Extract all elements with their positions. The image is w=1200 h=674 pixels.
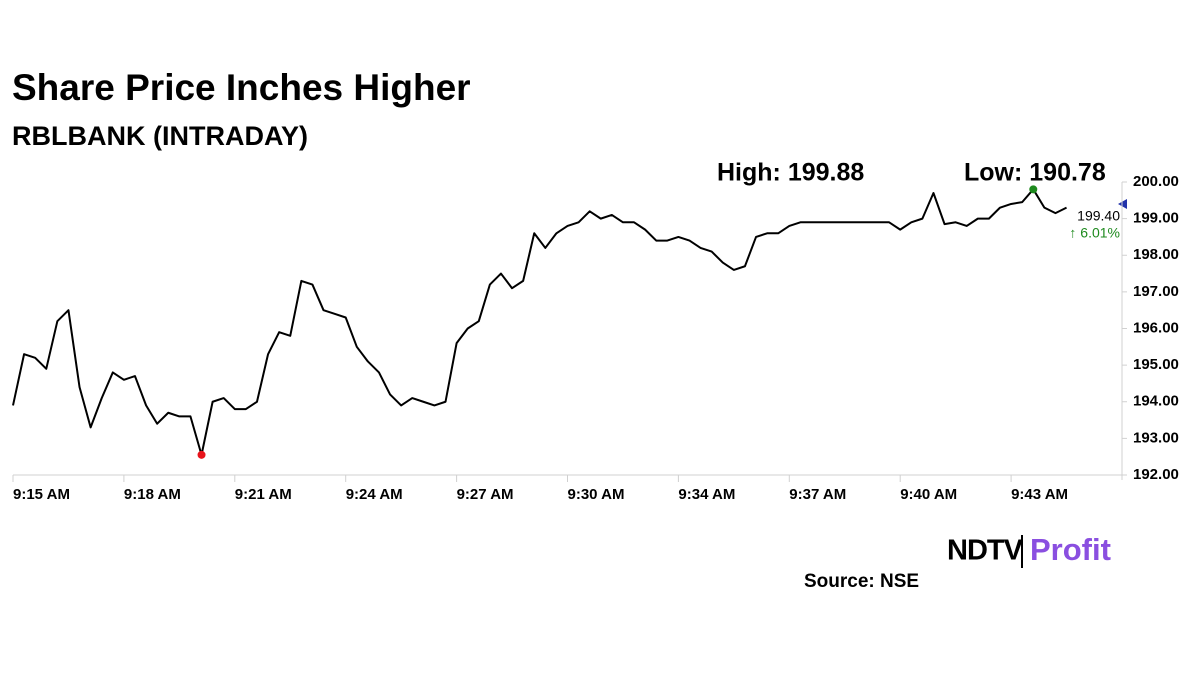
chart-subtitle: RBLBANK (INTRADAY) [12,121,308,151]
low-annotation: Low: 190.78 [964,159,1106,187]
low-marker [197,450,206,459]
logo-brand: NDTV [947,535,1024,567]
y-tick-label: 192.00 [1133,466,1179,483]
high-marker [1029,185,1038,194]
x-tick-label: 9:24 AM [346,486,403,503]
price-change: ↑ 6.01% [1069,225,1120,241]
x-tick-label: 9:40 AM [900,486,957,503]
y-tick-label: 193.00 [1133,429,1179,446]
x-tick-label: 9:37 AM [789,486,846,503]
chart-title: Share Price Inches Higher [12,67,471,108]
source-note: Source: NSE [804,571,919,592]
y-tick-label: 197.00 [1133,283,1179,300]
x-tick-label: 9:18 AM [124,486,181,503]
x-tick-label: 9:43 AM [1011,486,1068,503]
logo-product: Profit [1030,532,1111,567]
y-tick-label: 195.00 [1133,356,1179,373]
y-tick-label: 194.00 [1133,393,1179,410]
x-tick-label: 9:34 AM [678,486,735,503]
price-line [12,188,1067,456]
x-tick-label: 9:15 AM [13,486,70,503]
y-tick-label: 200.00 [1133,173,1179,190]
y-tick-label: 196.00 [1133,319,1179,336]
high-annotation: High: 199.88 [717,159,864,187]
x-tick-label: 9:21 AM [235,486,292,503]
x-tick-label: 9:30 AM [568,486,625,503]
last-price: 199.40 [1077,208,1120,224]
x-tick-label: 9:27 AM [457,486,514,503]
y-tick-label: 198.00 [1133,246,1179,263]
y-tick-label: 199.00 [1133,210,1179,227]
